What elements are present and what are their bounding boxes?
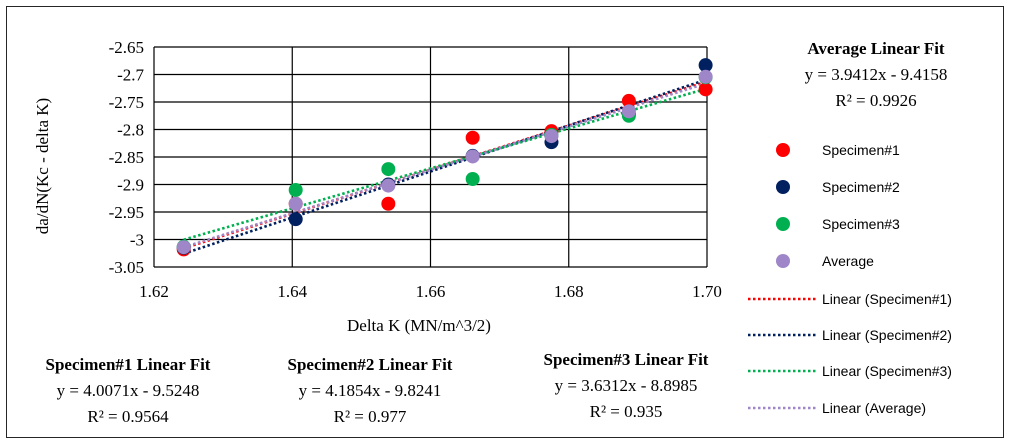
average-fit-title: Average Linear Fit <box>807 39 945 58</box>
x-tick-label-2: 1.66 <box>416 282 446 301</box>
average-fit-equation: y = 3.9412x - 9.4158 <box>805 65 948 84</box>
specimen1-fit-equation: y = 4.0071x - 9.5248 <box>57 381 200 400</box>
point-series1-3 <box>381 196 396 211</box>
legend-label-specimen2: Specimen#2 <box>822 179 900 195</box>
average-fit-r2: R² = 0.9926 <box>835 91 916 110</box>
point-series4-6 <box>621 104 636 119</box>
y-tick-label-6: -2.95 <box>109 203 144 222</box>
specimen1-fit-annotation: Specimen#1 Linear Fit y = 4.0071x - 9.52… <box>46 355 211 426</box>
trendline-2 <box>183 78 707 255</box>
specimen2-fit-equation: y = 4.1854x - 9.8241 <box>299 381 442 400</box>
average-fit-annotation: Average Linear Fit y = 3.9412x - 9.4158 … <box>805 39 948 110</box>
point-series1-4 <box>465 130 480 145</box>
specimen3-fit-title: Specimen#3 Linear Fit <box>544 350 709 369</box>
point-series4-1 <box>176 240 191 255</box>
legend-marker-series2 <box>776 180 790 194</box>
point-series3-3 <box>381 162 396 177</box>
specimen1-fit-r2: R² = 0.9564 <box>87 407 169 426</box>
point-series2-7 <box>698 58 713 73</box>
trendline-4 <box>183 82 707 249</box>
x-tick-label-3: 1.68 <box>554 282 584 301</box>
y-tick-label-7: -3 <box>130 231 144 250</box>
legend-marker-series3 <box>776 217 790 231</box>
legend-marker-series4 <box>776 254 790 268</box>
point-series4-7 <box>698 69 713 84</box>
point-series4-3 <box>381 178 396 193</box>
legend-label-linear-specimen1: Linear (Specimen#1) <box>822 291 952 307</box>
tick-labels: -2.65 -2.7 -2.75 -2.8 -2.85 -2.9 -2.95 -3 -3.05 1… <box>109 38 722 301</box>
legend-label-specimen1: Specimen#1 <box>822 142 900 158</box>
legend-label-linear-specimen3: Linear (Specimen#3) <box>822 363 952 379</box>
legend-label-linear-specimen2: Linear (Specimen#2) <box>822 327 952 343</box>
data-points <box>176 58 713 257</box>
y-tick-label-3: -2.8 <box>117 121 144 140</box>
legend-label-specimen3: Specimen#3 <box>822 216 900 232</box>
point-series4-4 <box>465 149 480 164</box>
x-tick-label-4: 1.70 <box>692 282 722 301</box>
x-axis-label: Delta K (MN/m^3/2) <box>347 316 491 335</box>
specimen2-fit-annotation: Specimen#2 Linear Fit y = 4.1854x - 9.82… <box>288 355 453 426</box>
y-tick-label-0: -2.65 <box>109 38 144 57</box>
point-series2-2 <box>288 212 303 227</box>
x-tick-label-1: 1.64 <box>277 282 307 301</box>
legend-markers <box>748 143 816 410</box>
specimen1-fit-title: Specimen#1 Linear Fit <box>46 355 211 374</box>
legend-marker-series1 <box>776 143 790 157</box>
trendline-3 <box>183 87 706 241</box>
x-tick-label-0: 1.62 <box>139 282 169 301</box>
point-series3-4 <box>465 172 480 186</box>
specimen3-fit-r2: R² = 0.935 <box>590 402 663 421</box>
point-series1-7 <box>698 82 713 97</box>
specimen3-fit-equation: y = 3.6312x - 8.8985 <box>555 376 698 395</box>
grid <box>153 46 708 268</box>
legend-label-linear-average: Linear (Average) <box>822 400 926 416</box>
y-tick-label-2: -2.75 <box>109 93 144 112</box>
y-tick-label-5: -2.9 <box>117 176 144 195</box>
point-series1-6 <box>621 93 636 108</box>
y-tick-label-4: -2.85 <box>109 148 144 167</box>
y-axis-label: da/dN(Kc - delta K) <box>33 98 52 234</box>
point-series3-2 <box>288 183 303 197</box>
legend: Specimen#1 Specimen#2 Specimen#3 Average… <box>748 142 952 416</box>
chart-frame <box>6 6 1004 438</box>
specimen2-fit-r2: R² = 0.977 <box>334 407 407 426</box>
trendlines <box>183 78 707 255</box>
legend-label-average: Average <box>822 253 874 269</box>
y-tick-label-8: -3.05 <box>109 258 144 277</box>
y-tick-label-1: -2.7 <box>117 66 144 85</box>
point-series4-5 <box>544 129 559 144</box>
specimen3-fit-annotation: Specimen#3 Linear Fit y = 3.6312x - 8.89… <box>544 350 709 421</box>
specimen2-fit-title: Specimen#2 Linear Fit <box>288 355 453 374</box>
point-series4-2 <box>288 196 303 211</box>
